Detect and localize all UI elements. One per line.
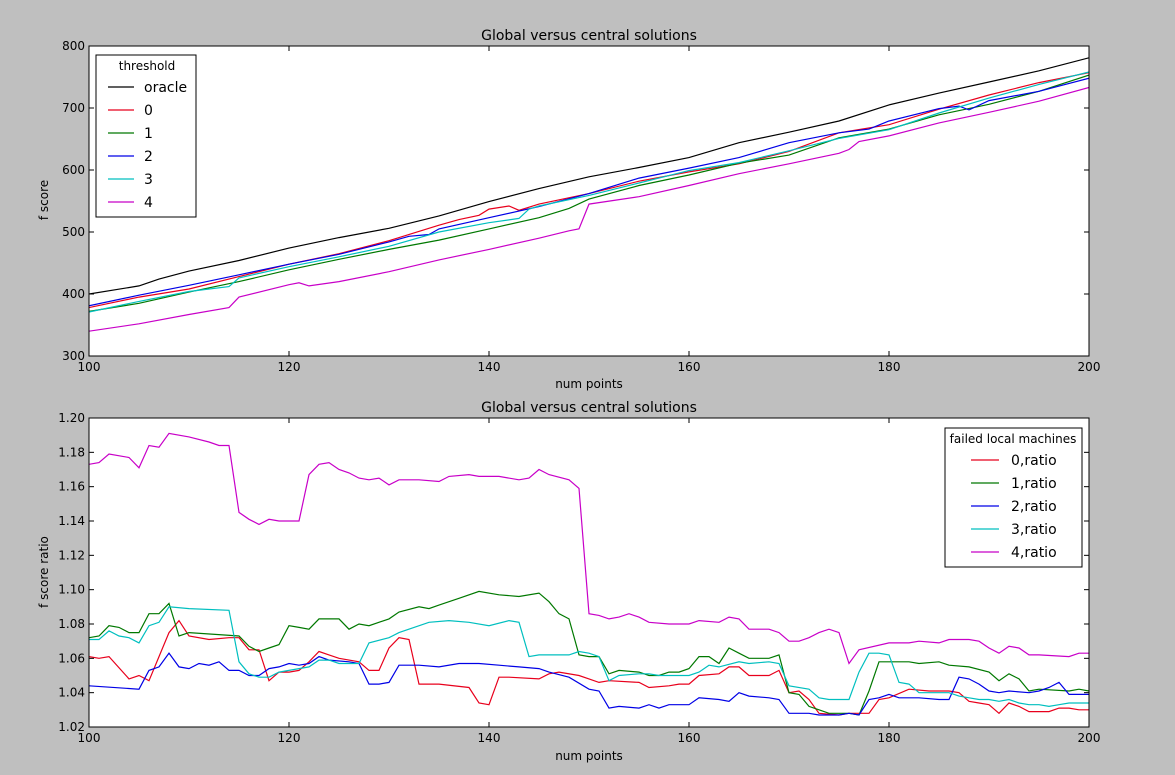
series-line-1 (89, 590, 1089, 716)
x-tick-label: 120 (278, 360, 301, 374)
y-axis-label: f score (37, 180, 51, 220)
legend-entry: 3,ratio (1011, 522, 1057, 538)
axes-frame (88, 417, 1090, 728)
legend-entry: 2,ratio (1011, 499, 1057, 515)
y-tick-label: 1.18 (58, 445, 85, 459)
y-tick-label: 1.10 (58, 583, 85, 597)
legend-box (95, 54, 197, 218)
y-tick-label: 1.12 (58, 548, 85, 562)
chart-title: Global versus central solutions (481, 400, 697, 416)
legend-title: threshold (119, 59, 176, 73)
legend-entry: 0,ratio (1011, 453, 1057, 469)
x-tick-label: 160 (678, 731, 701, 745)
legend-entry: 3 (144, 172, 153, 188)
x-tick-label: 140 (478, 731, 501, 745)
x-tick-label: 180 (878, 731, 901, 745)
legend: threshold oracle 0 1 2 3 4 (95, 54, 197, 218)
series-line-3 (89, 606, 1089, 708)
legend-entry: 0 (144, 103, 153, 119)
y-tick-label: 500 (62, 225, 85, 239)
plot-area (89, 46, 1089, 356)
series-line-4 (89, 71, 1089, 313)
x-tick-label: 100 (78, 731, 101, 745)
x-tick-label: 200 (1078, 731, 1101, 745)
y-tick-label: 1.04 (58, 686, 85, 700)
plot-area (89, 418, 1089, 727)
legend-box (944, 427, 1083, 568)
legend-entry: 2 (144, 149, 153, 165)
y-tick-label: 1.14 (58, 514, 85, 528)
series-line-0 (89, 619, 1089, 716)
chart-top-f-score: Global versus central solutions num poin… (37, 28, 1100, 391)
series-line-5 (89, 86, 1089, 332)
legend-entry: 4 (144, 195, 153, 211)
x-axis-label: num points (555, 749, 623, 763)
y-axis-label: f score ratio (37, 536, 51, 608)
legend: failed local machines 0,ratio 1,ratio 2,rat… (944, 427, 1083, 568)
y-tick-label: 1.08 (58, 617, 85, 631)
legend-entry: 1 (144, 126, 153, 142)
series-line-4 (89, 432, 1089, 665)
legend-entry: 4,ratio (1011, 545, 1057, 561)
series-line-3 (89, 77, 1089, 307)
legend-title: failed local machines (950, 432, 1077, 446)
y-tick-label: 700 (62, 101, 85, 115)
x-tick-label: 160 (678, 360, 701, 374)
legend-entry: 1,ratio (1011, 476, 1057, 492)
series-line-0 (89, 57, 1089, 295)
chart-title: Global versus central solutions (481, 28, 697, 44)
y-tick-label: 1.06 (58, 651, 85, 665)
x-tick-label: 200 (1078, 360, 1101, 374)
x-tick-label: 140 (478, 360, 501, 374)
y-tick-label: 1.02 (58, 720, 85, 734)
y-tick-label: 1.20 (58, 411, 85, 425)
x-tick-label: 100 (78, 360, 101, 374)
y-tick-label: 400 (62, 287, 85, 301)
chart-bottom-f-score-ratio: Global versus central solutions num poin… (37, 400, 1100, 763)
x-tick-label: 180 (878, 360, 901, 374)
x-tick-label: 120 (278, 731, 301, 745)
y-tick-label: 800 (62, 39, 85, 53)
axes-frame (88, 45, 1090, 357)
y-tick-label: 600 (62, 163, 85, 177)
x-axis-label: num points (555, 377, 623, 391)
y-tick-label: 1.16 (58, 480, 85, 494)
legend-entry: oracle (144, 80, 187, 96)
y-tick-label: 300 (62, 349, 85, 363)
